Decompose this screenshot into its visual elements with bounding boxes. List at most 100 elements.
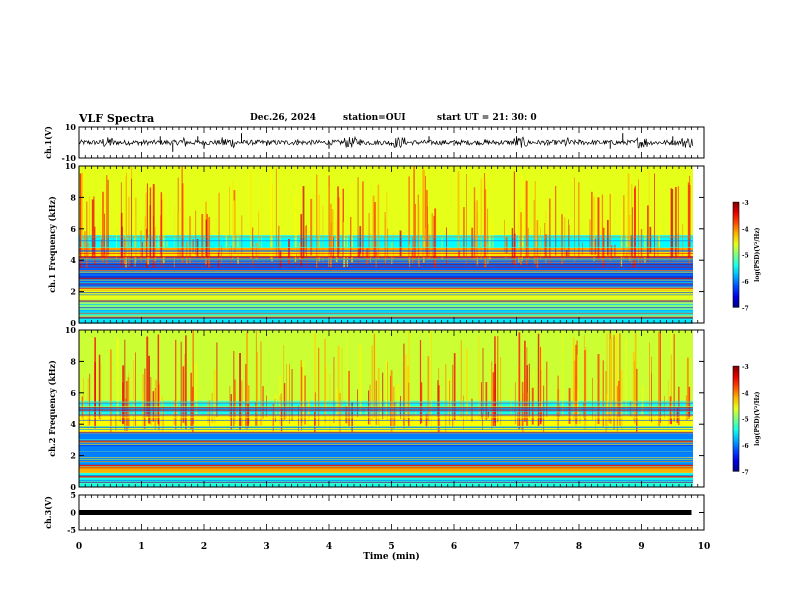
narrowband-line	[79, 439, 693, 441]
emission-streak	[594, 238, 597, 255]
emission-streak	[331, 209, 334, 257]
emission-streak	[555, 185, 557, 256]
narrowband-line	[79, 462, 693, 464]
emission-streak	[107, 179, 109, 256]
emission-streak	[526, 365, 528, 426]
emission-streak	[424, 240, 426, 257]
emission-streak	[148, 355, 150, 424]
colorbar-tick-label: -4	[742, 390, 749, 397]
y-axis-label: ch.1 Frequency (kHz)	[47, 196, 57, 293]
emission-streak	[195, 210, 197, 255]
emission-streak	[494, 336, 496, 423]
emission-streak	[255, 331, 257, 422]
emission-streak	[408, 176, 410, 263]
emission-streak	[275, 168, 277, 257]
narrowband-line	[79, 310, 693, 312]
emission-streak	[500, 357, 502, 426]
emission-streak	[520, 212, 522, 266]
narrowband-line	[79, 402, 693, 404]
x-tick-label: 1	[138, 542, 144, 552]
narrowband-line	[79, 429, 693, 430]
emission-streak	[396, 383, 399, 428]
emission-streak	[234, 379, 236, 417]
emission-streak	[610, 337, 612, 425]
emission-streak	[478, 336, 480, 420]
narrowband-line	[79, 307, 693, 309]
emission-streak	[306, 224, 307, 267]
narrowband-line	[79, 266, 693, 268]
emission-streak	[644, 182, 646, 263]
emission-streak	[146, 228, 148, 268]
emission-streak	[369, 384, 371, 425]
emission-streak	[176, 347, 177, 421]
emission-streak	[324, 338, 326, 423]
narrowband-line	[79, 270, 693, 271]
narrowband-line	[79, 443, 693, 445]
emission-streak	[513, 171, 515, 261]
x-tick-label: 8	[576, 542, 582, 552]
emission-streak	[592, 377, 593, 420]
emission-streak	[152, 184, 155, 268]
spectrogram-band	[79, 302, 693, 309]
emission-streak	[328, 187, 330, 267]
emission-streak	[677, 186, 679, 254]
emission-streak	[522, 195, 524, 258]
emission-streak	[221, 245, 222, 264]
emission-streak	[250, 170, 252, 259]
emission-streak	[528, 363, 530, 418]
narrowband-line	[79, 294, 693, 296]
emission-streak	[382, 372, 384, 420]
emission-streak	[458, 250, 461, 260]
emission-streak	[625, 338, 627, 427]
emission-streak	[675, 187, 677, 260]
emission-streak	[260, 341, 262, 426]
emission-streak	[362, 181, 364, 258]
emission-streak	[452, 364, 454, 428]
emission-streak	[658, 222, 660, 256]
colorbar-tick-label: -6	[742, 443, 749, 450]
narrowband-line	[79, 405, 693, 407]
narrowband-line	[79, 481, 693, 483]
emission-streak	[155, 379, 158, 422]
emission-streak	[376, 252, 378, 256]
emission-streak	[119, 411, 121, 423]
emission-streak	[93, 196, 95, 255]
emission-streak	[385, 360, 388, 430]
narrowband-line	[79, 407, 693, 408]
emission-streak	[631, 183, 633, 264]
emission-streak	[359, 344, 362, 418]
emission-streak	[480, 178, 482, 260]
y-tick-label: 2	[70, 287, 76, 297]
narrowband-line	[79, 289, 693, 291]
colorbar-tick-label: -6	[742, 279, 749, 286]
emission-streak	[195, 362, 198, 423]
emission-streak	[677, 233, 679, 261]
emission-streak	[230, 394, 232, 430]
emission-streak	[116, 181, 117, 259]
emission-streak	[294, 195, 297, 262]
narrowband-line	[79, 276, 693, 278]
emission-streak	[627, 173, 630, 256]
emission-streak	[237, 232, 239, 264]
emission-streak	[126, 172, 127, 254]
narrowband-line	[79, 479, 693, 481]
narrowband-line	[79, 259, 693, 261]
emission-streak	[116, 338, 119, 427]
emission-streak	[422, 167, 424, 257]
emission-streak	[157, 334, 160, 425]
emission-streak	[615, 330, 618, 419]
emission-streak	[427, 356, 430, 421]
emission-streak	[159, 382, 160, 420]
emission-streak	[346, 332, 348, 419]
emission-streak	[575, 344, 578, 424]
colorbar-label: log(PSD)(V²/Hz)	[754, 227, 761, 282]
emission-streak	[134, 174, 136, 267]
emission-streak	[314, 333, 317, 427]
emission-streak	[213, 369, 216, 424]
colorbar-tick-label: -7	[742, 305, 749, 312]
emission-streak	[561, 214, 563, 264]
emission-streak	[671, 188, 674, 258]
emission-streak	[605, 250, 607, 255]
emission-streak	[330, 203, 332, 264]
